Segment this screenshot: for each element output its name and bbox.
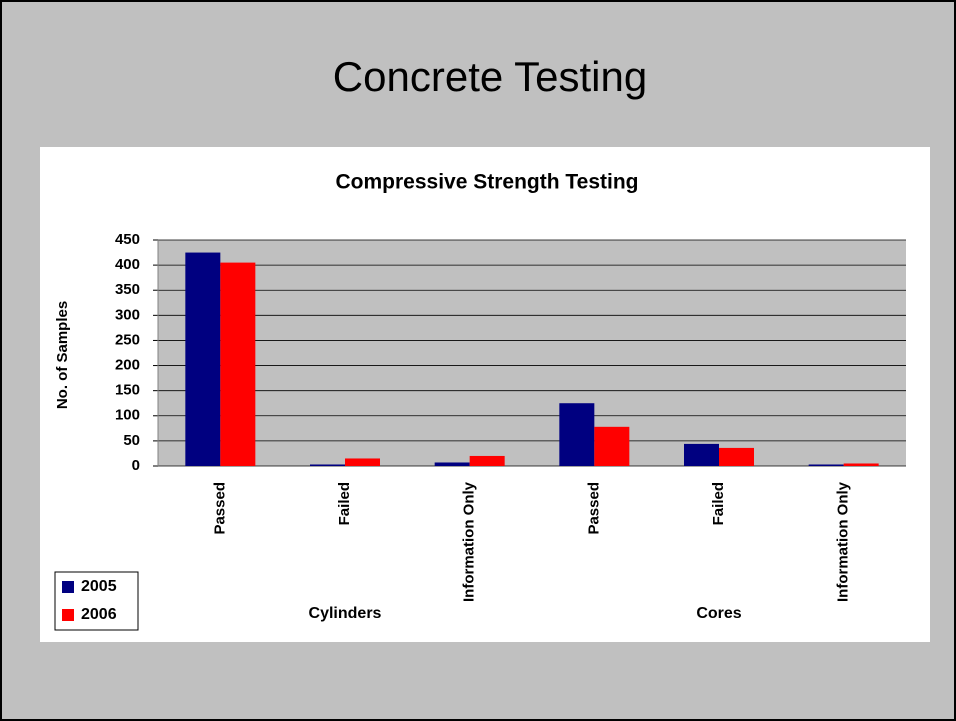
y-axis-label: No. of Samples	[54, 301, 71, 409]
slide-title: Concrete Testing	[333, 53, 647, 100]
bar	[719, 447, 754, 466]
bar	[559, 403, 595, 466]
bar	[185, 252, 221, 466]
chart-title: Compressive Strength Testing	[335, 171, 638, 194]
legend-swatch	[62, 581, 74, 593]
x-tick-label: Passed	[585, 482, 602, 535]
bar	[808, 464, 844, 466]
bar	[345, 458, 380, 466]
x-tick-label: Passed	[211, 482, 228, 535]
y-tick-label: 0	[132, 457, 140, 474]
group-label: Cylinders	[309, 605, 382, 622]
bar	[843, 463, 879, 466]
legend-label: 2006	[81, 606, 117, 623]
y-tick-label: 150	[115, 382, 140, 399]
bar	[434, 462, 470, 466]
plot-area	[158, 240, 906, 466]
y-tick-label: 350	[115, 281, 140, 298]
bar	[310, 464, 345, 466]
x-tick-label: Information Only	[835, 481, 852, 602]
bar	[594, 426, 630, 466]
x-tick-label: Information Only	[461, 481, 478, 602]
bar	[469, 455, 505, 466]
y-tick-label: 200	[115, 357, 140, 374]
x-tick-label: Failed	[710, 482, 727, 525]
x-tick-label: Failed	[336, 482, 353, 525]
bar	[220, 262, 256, 466]
group-label: Cores	[696, 605, 741, 622]
y-tick-label: 300	[115, 306, 140, 323]
y-tick-label: 450	[115, 231, 140, 248]
y-tick-label: 400	[115, 256, 140, 273]
legend-swatch	[62, 609, 74, 621]
y-tick-label: 50	[123, 432, 140, 449]
bar	[684, 443, 719, 466]
y-tick-label: 100	[115, 407, 140, 424]
y-tick-label: 250	[115, 331, 140, 348]
legend-label: 2005	[81, 578, 117, 595]
